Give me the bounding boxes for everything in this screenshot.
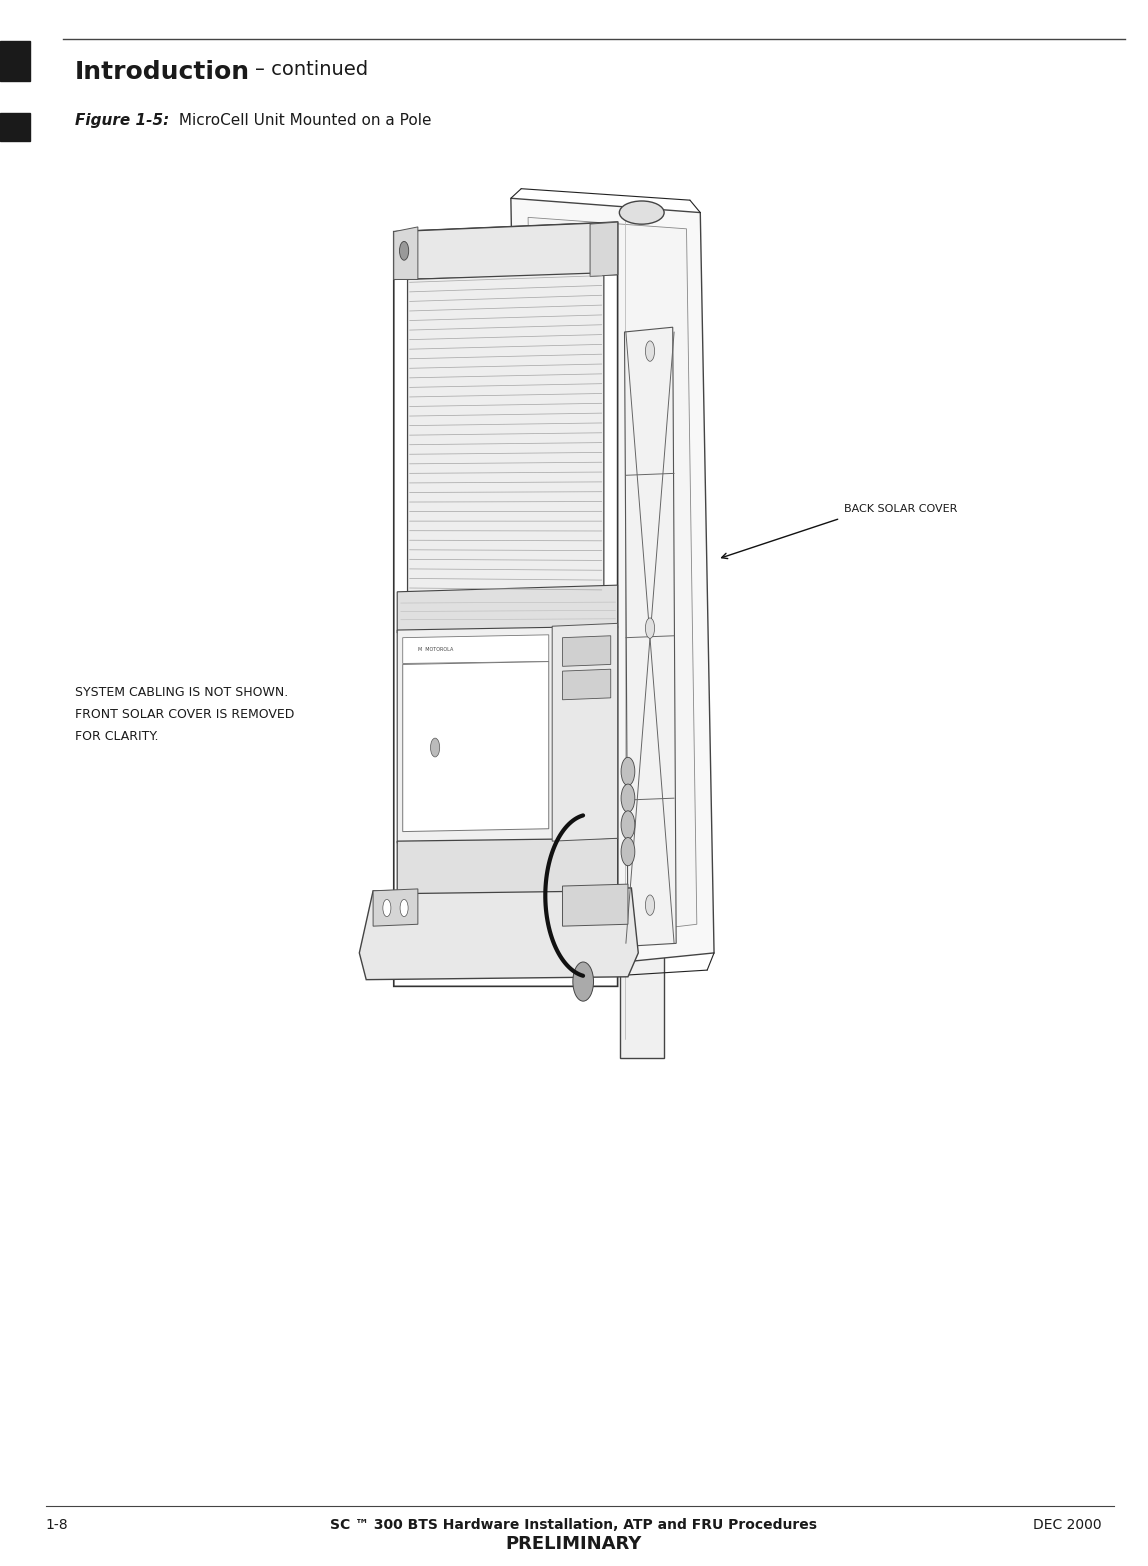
Polygon shape <box>403 634 549 664</box>
Polygon shape <box>397 838 618 894</box>
Text: PRELIMINARY: PRELIMINARY <box>506 1535 642 1553</box>
Bar <box>0 113 30 141</box>
Ellipse shape <box>621 811 635 839</box>
Ellipse shape <box>620 200 664 224</box>
Text: M  MOTOROLA: M MOTOROLA <box>418 647 453 651</box>
Text: SC ™ 300 BTS Hardware Installation, ATP and FRU Procedures: SC ™ 300 BTS Hardware Installation, ATP … <box>331 1519 817 1532</box>
Polygon shape <box>403 661 549 832</box>
Ellipse shape <box>645 896 654 915</box>
Bar <box>0 41 30 81</box>
Text: – continued: – continued <box>255 60 369 78</box>
Ellipse shape <box>587 639 594 653</box>
Polygon shape <box>511 199 714 972</box>
Polygon shape <box>373 889 418 926</box>
Polygon shape <box>563 669 611 700</box>
Polygon shape <box>394 222 618 279</box>
Polygon shape <box>563 636 611 667</box>
Text: FOR CLARITY.: FOR CLARITY. <box>75 730 158 742</box>
Text: BACK SOLAR COVER: BACK SOLAR COVER <box>844 504 957 514</box>
Polygon shape <box>394 227 418 279</box>
Polygon shape <box>408 272 604 595</box>
Polygon shape <box>563 885 628 926</box>
Text: Figure 1-5:: Figure 1-5: <box>75 113 169 128</box>
Polygon shape <box>552 623 618 841</box>
Ellipse shape <box>430 738 440 756</box>
Ellipse shape <box>645 619 654 639</box>
Polygon shape <box>359 888 638 980</box>
Polygon shape <box>620 213 664 1059</box>
Polygon shape <box>397 626 618 843</box>
Ellipse shape <box>599 644 606 658</box>
Ellipse shape <box>621 785 635 813</box>
Text: 1: 1 <box>9 61 21 78</box>
Text: SYSTEM CABLING IS NOT SHOWN.: SYSTEM CABLING IS NOT SHOWN. <box>75 686 288 698</box>
Ellipse shape <box>400 899 409 916</box>
Text: MicroCell Unit Mounted on a Pole: MicroCell Unit Mounted on a Pole <box>174 113 432 128</box>
Ellipse shape <box>400 241 409 260</box>
Ellipse shape <box>621 838 635 866</box>
Polygon shape <box>528 218 697 943</box>
Ellipse shape <box>621 758 635 786</box>
Polygon shape <box>590 222 618 277</box>
Text: FRONT SOLAR COVER IS REMOVED: FRONT SOLAR COVER IS REMOVED <box>75 708 294 720</box>
Polygon shape <box>394 222 618 987</box>
Text: 1-8: 1-8 <box>46 1519 69 1532</box>
Polygon shape <box>397 586 618 633</box>
Text: Introduction: Introduction <box>75 60 250 83</box>
Ellipse shape <box>645 341 654 362</box>
Polygon shape <box>625 327 676 946</box>
Ellipse shape <box>382 899 390 916</box>
Text: DEC 2000: DEC 2000 <box>1033 1519 1102 1532</box>
Ellipse shape <box>573 962 594 1001</box>
